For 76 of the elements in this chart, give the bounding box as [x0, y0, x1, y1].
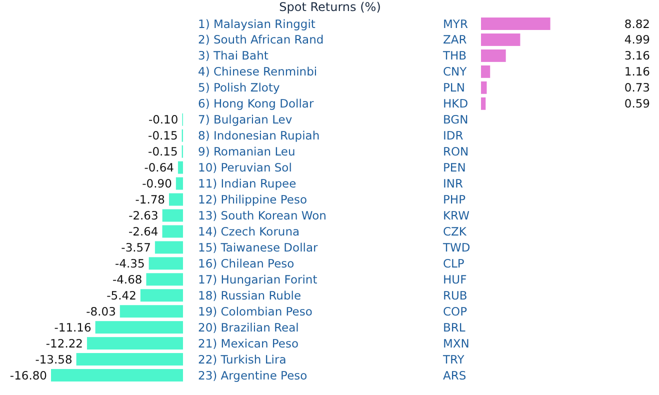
data-label: 4.99 — [624, 32, 650, 47]
y-tick-label: ZAR — [443, 32, 467, 47]
y-tick-label: 6) Hong Kong Dollar — [198, 96, 314, 111]
y-tick-label: MXN — [443, 336, 470, 350]
y-tick-label: KRW — [443, 208, 470, 223]
y-tick-label: RUB — [443, 288, 468, 302]
y-tick-label: IDR — [443, 128, 464, 143]
y-tick-label: 14) Czech Koruna — [198, 224, 300, 238]
bar — [481, 33, 520, 46]
y-tick-label: PLN — [443, 80, 465, 95]
data-label: -11.16 — [54, 320, 92, 334]
y-tick-label: HUF — [443, 272, 467, 286]
y-tick-label: RON — [443, 144, 469, 159]
data-label: -4.68 — [112, 272, 142, 286]
y-tick-label: 8) Indonesian Rupiah — [198, 128, 320, 143]
y-tick-label: 4) Chinese Renminbi — [198, 64, 318, 79]
y-tick-label: 5) Polish Zloty — [198, 80, 280, 95]
data-label: -3.57 — [121, 240, 151, 254]
data-label: 0.73 — [624, 80, 650, 95]
y-tick-label: 15) Taiwanese Dollar — [198, 240, 318, 254]
data-label: 1.16 — [624, 64, 650, 79]
data-label: -5.42 — [106, 288, 136, 302]
y-tick-label: 10) Peruvian Sol — [198, 160, 292, 175]
data-label: 3.16 — [624, 48, 650, 63]
y-tick-label: 23) Argentine Peso — [198, 368, 308, 382]
y-tick-label: 11) Indian Rupee — [198, 176, 296, 191]
y-tick-label: HKD — [443, 96, 468, 111]
y-tick-label: 9) Romanian Leu — [198, 144, 296, 159]
y-tick-label: 2) South African Rand — [198, 32, 324, 47]
y-tick-label: 19) Colombian Peso — [198, 304, 312, 318]
y-tick-label: 16) Chilean Peso — [198, 256, 294, 270]
data-label: -4.35 — [115, 256, 145, 270]
y-tick-label: BRL — [443, 320, 466, 334]
data-label: 8.82 — [624, 16, 650, 31]
y-tick-label: TWD — [442, 240, 470, 254]
y-tick-label: ARS — [443, 368, 466, 382]
y-tick-label: 3) Thai Baht — [198, 48, 269, 63]
y-tick-label: TRY — [442, 352, 466, 366]
y-tick-label: CNY — [443, 64, 468, 79]
bar — [481, 81, 487, 94]
y-tick-label: 17) Hungarian Forint — [198, 272, 318, 286]
data-label: -16.80 — [10, 368, 47, 382]
y-tick-label: 22) Turkish Lira — [198, 352, 286, 366]
y-tick-label: INR — [443, 176, 463, 191]
data-label: -0.10 — [148, 112, 178, 127]
y-tick-label: CZK — [443, 224, 467, 238]
data-label: -12.22 — [46, 336, 83, 350]
data-label: -0.15 — [148, 128, 178, 143]
bar — [481, 97, 486, 110]
data-label: -2.63 — [128, 208, 158, 223]
y-tick-label: 13) South Korean Won — [198, 208, 326, 223]
y-tick-label: MYR — [443, 16, 468, 31]
y-tick-label: PHP — [443, 192, 466, 207]
data-label: -0.90 — [142, 176, 172, 191]
y-tick-label: 21) Mexican Peso — [198, 336, 299, 350]
data-label: -1.78 — [135, 192, 166, 207]
y-tick-label: 20) Brazilian Real — [198, 320, 299, 334]
y-tick-label: CLP — [443, 256, 464, 270]
y-tick-label: 12) Philippine Peso — [198, 192, 308, 207]
text: Spot Returns (%) — [279, 0, 381, 14]
y-tick-label: 7) Bulgarian Lev — [198, 112, 292, 127]
data-label: -0.15 — [148, 144, 178, 159]
data-label: -0.64 — [144, 160, 174, 175]
data-label: -13.58 — [35, 352, 72, 366]
data-label: 0.59 — [624, 96, 650, 111]
y-tick-label: COP — [443, 304, 468, 318]
bar — [481, 18, 550, 30]
y-tick-label: PEN — [443, 160, 466, 175]
y-tick-label: BGN — [443, 112, 468, 127]
data-label: -8.03 — [86, 304, 116, 318]
bar — [481, 49, 506, 62]
y-tick-label: 1) Malaysian Ringgit — [198, 16, 316, 31]
y-tick-label: 18) Russian Ruble — [198, 288, 302, 302]
y-tick-label: THB — [442, 48, 467, 63]
bar — [481, 65, 490, 78]
data-label: -2.64 — [128, 224, 158, 238]
